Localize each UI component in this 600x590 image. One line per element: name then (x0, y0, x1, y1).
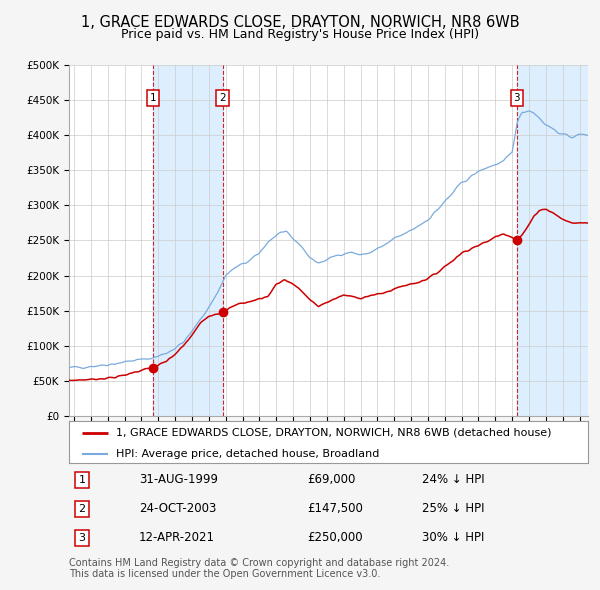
Text: £147,500: £147,500 (308, 502, 364, 516)
Text: Contains HM Land Registry data © Crown copyright and database right 2024.
This d: Contains HM Land Registry data © Crown c… (69, 558, 449, 579)
Text: 2: 2 (79, 504, 86, 514)
Text: 24-OCT-2003: 24-OCT-2003 (139, 502, 217, 516)
Bar (153, 65, 223, 416)
Text: 1: 1 (149, 93, 156, 103)
Text: £69,000: £69,000 (308, 473, 356, 486)
Text: £250,000: £250,000 (308, 532, 364, 545)
Text: 1, GRACE EDWARDS CLOSE, DRAYTON, NORWICH, NR8 6WB: 1, GRACE EDWARDS CLOSE, DRAYTON, NORWICH… (80, 15, 520, 30)
Text: 1: 1 (79, 475, 85, 485)
Text: 2: 2 (220, 93, 226, 103)
Text: 1, GRACE EDWARDS CLOSE, DRAYTON, NORWICH, NR8 6WB (detached house): 1, GRACE EDWARDS CLOSE, DRAYTON, NORWICH… (116, 428, 551, 438)
Text: 25% ↓ HPI: 25% ↓ HPI (422, 502, 484, 516)
Text: 30% ↓ HPI: 30% ↓ HPI (422, 532, 484, 545)
Bar (517, 65, 588, 416)
Text: HPI: Average price, detached house, Broadland: HPI: Average price, detached house, Broa… (116, 449, 379, 459)
Text: 12-APR-2021: 12-APR-2021 (139, 532, 215, 545)
Text: 3: 3 (514, 93, 520, 103)
Text: Price paid vs. HM Land Registry's House Price Index (HPI): Price paid vs. HM Land Registry's House … (121, 28, 479, 41)
Text: 31-AUG-1999: 31-AUG-1999 (139, 473, 218, 486)
Text: 3: 3 (79, 533, 85, 543)
Text: 24% ↓ HPI: 24% ↓ HPI (422, 473, 485, 486)
